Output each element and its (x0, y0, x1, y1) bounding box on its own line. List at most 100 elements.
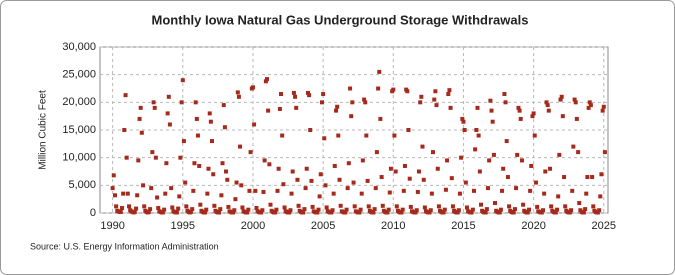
chart-title: Monthly Iowa Natural Gas Underground Sto… (152, 12, 529, 27)
data-point (317, 194, 322, 199)
data-point (225, 177, 230, 182)
data-point (567, 210, 572, 215)
data-point (445, 158, 450, 163)
data-point (276, 166, 281, 171)
data-point (137, 116, 142, 121)
data-point (267, 162, 272, 167)
data-point (515, 152, 520, 157)
data-point (165, 111, 170, 116)
data-point (337, 177, 342, 182)
data-point (571, 144, 576, 149)
data-point (491, 152, 496, 157)
data-point (290, 169, 295, 174)
data-point (166, 94, 171, 99)
data-point (436, 204, 441, 209)
x-tick-label: 2020 (521, 220, 545, 232)
data-point (365, 178, 370, 183)
data-point (357, 210, 362, 215)
data-point (570, 188, 575, 193)
data-point (528, 188, 533, 193)
data-point (217, 210, 222, 215)
data-point (287, 210, 292, 215)
data-point (585, 175, 590, 180)
data-point (405, 89, 410, 94)
y-tick-label: 0 (90, 207, 96, 219)
data-point (498, 207, 503, 212)
data-point (247, 188, 252, 193)
data-point (487, 158, 492, 163)
data-point (586, 105, 591, 110)
data-point (374, 150, 379, 155)
data-point (163, 191, 168, 196)
data-point (379, 175, 384, 180)
data-point (291, 90, 296, 95)
data-point (360, 158, 365, 163)
data-point (531, 111, 536, 116)
data-point (238, 144, 243, 149)
data-point (282, 205, 287, 210)
data-point (156, 206, 161, 211)
data-point (407, 176, 412, 181)
data-point (583, 207, 588, 212)
data-point (204, 207, 209, 212)
data-point (393, 169, 398, 174)
x-tick-label: 2025 (592, 220, 616, 232)
data-point (331, 191, 336, 196)
data-point (474, 128, 479, 132)
data-point (514, 186, 519, 191)
data-point (164, 161, 169, 166)
data-point (261, 189, 266, 194)
data-point (573, 100, 578, 105)
data-point (279, 92, 284, 97)
x-tick-label: 2010 (381, 220, 405, 232)
data-point (519, 158, 524, 163)
data-point (559, 94, 564, 99)
data-point (178, 155, 183, 160)
data-point (240, 205, 245, 210)
data-point (456, 208, 461, 213)
data-point (208, 119, 213, 124)
data-point (235, 90, 240, 95)
data-point (484, 207, 489, 212)
data-point (195, 133, 200, 138)
data-point (556, 194, 561, 199)
data-point (546, 108, 551, 113)
data-point (497, 210, 502, 215)
data-point (525, 210, 530, 215)
data-point (151, 100, 156, 105)
data-point (428, 208, 433, 213)
data-point (392, 133, 397, 138)
data-point (450, 204, 455, 209)
data-point (461, 119, 466, 124)
data-point (245, 210, 250, 215)
data-point (148, 207, 153, 212)
data-point (526, 207, 531, 212)
data-point (601, 104, 606, 109)
data-point (391, 87, 396, 92)
data-point (400, 207, 405, 212)
data-point (303, 186, 308, 191)
data-point (162, 207, 167, 212)
data-point (493, 201, 498, 206)
data-point (600, 108, 605, 113)
data-point (511, 210, 516, 215)
x-tick-label: 2015 (451, 220, 475, 232)
data-point (246, 207, 251, 212)
data-point (358, 207, 363, 212)
x-tick-label: 2000 (241, 220, 265, 232)
data-point (111, 173, 116, 178)
data-point (488, 98, 493, 103)
data-point (477, 169, 482, 174)
data-point (321, 92, 326, 97)
x-tick-label: 1995 (171, 220, 195, 232)
data-point (504, 139, 509, 144)
data-point (280, 133, 285, 138)
data-point (545, 103, 550, 108)
y-tick-label: 15,000 (62, 124, 96, 136)
data-point (259, 210, 264, 215)
data-point (202, 210, 207, 215)
data-point (415, 189, 420, 194)
data-point (132, 209, 137, 214)
data-point (343, 210, 348, 215)
